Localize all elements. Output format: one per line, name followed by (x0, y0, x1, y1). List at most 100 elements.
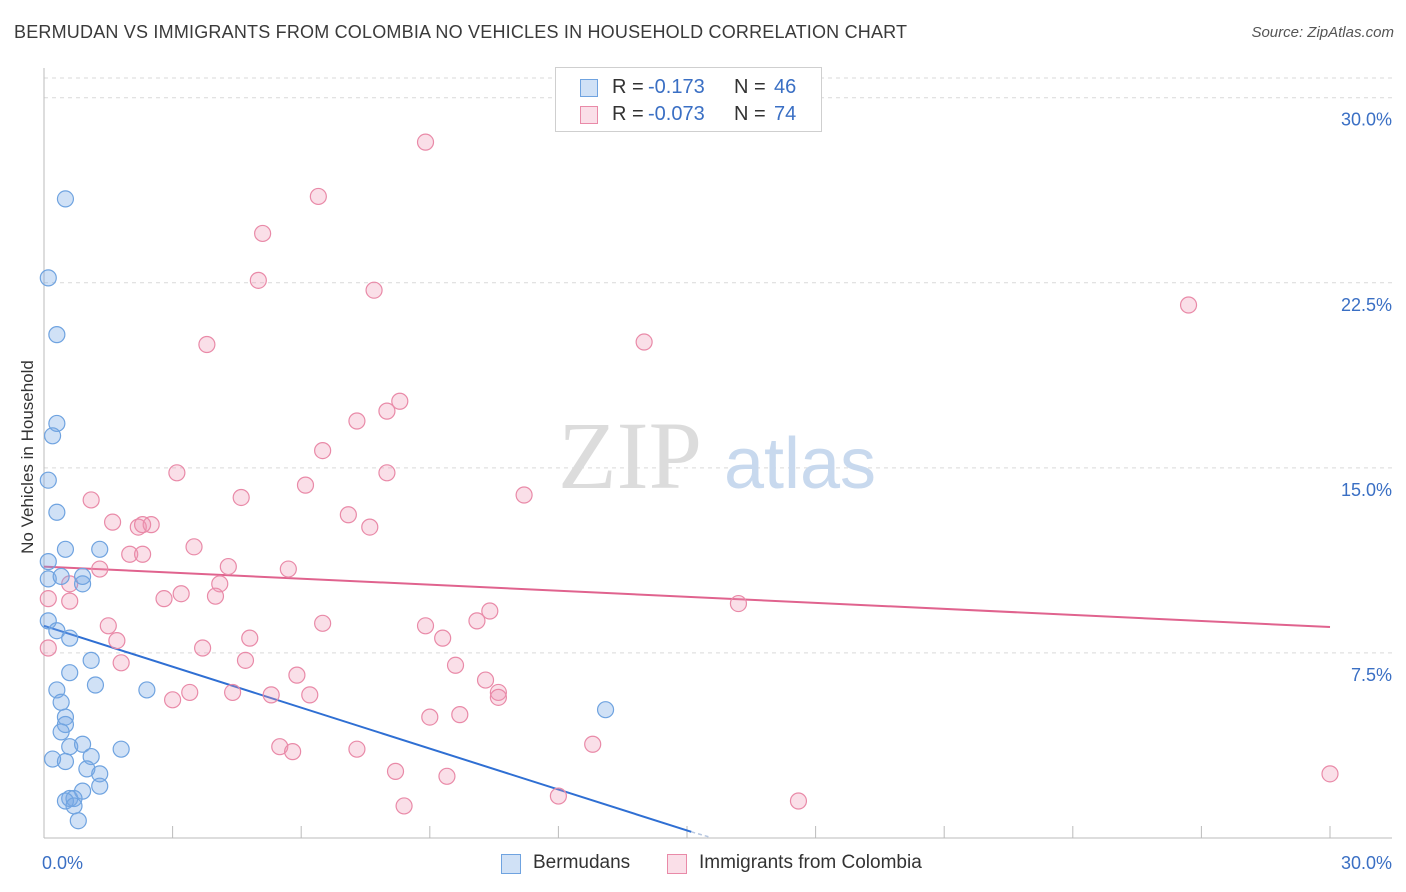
legend-r-label: R = (612, 76, 644, 98)
colombia-point (219, 557, 237, 576)
colombia-point (284, 743, 302, 761)
legend-r-value: -0.173 (648, 76, 705, 98)
watermark: ZIP atlas (558, 402, 876, 509)
series-swatch-blue (501, 854, 521, 874)
legend-n-label: N = (734, 103, 766, 125)
colombia-point (99, 617, 117, 635)
legend-swatch-pink (580, 106, 598, 124)
bermudan-point (43, 427, 62, 445)
colombia-point (288, 666, 306, 684)
colombia-point (1179, 296, 1198, 314)
colombia-point (314, 441, 332, 460)
gridlines (44, 77, 1392, 654)
bermudan-point (69, 812, 87, 830)
stats-legend: R = -0.173 N = 46 R = -0.073 N = 74 (555, 67, 822, 132)
bermudan-point (86, 676, 105, 694)
chart-title: BERMUDAN VS IMMIGRANTS FROM COLOMBIA NO … (14, 22, 908, 42)
colombia-point (476, 671, 495, 689)
colombia-point (361, 518, 379, 536)
bermudan-point (39, 570, 57, 588)
legend-r-value: -0.073 (648, 103, 705, 125)
colombia-point (515, 486, 533, 504)
bermudan-point (39, 471, 57, 489)
colombia-point (232, 488, 250, 507)
trend-line-bermudans (43, 624, 692, 833)
axes (43, 68, 1392, 839)
colombia-point (309, 187, 327, 206)
colombia-point (416, 617, 435, 635)
colombia-point (549, 787, 568, 805)
series-name: Immigrants from Colombia (699, 852, 922, 873)
colombia-point (181, 683, 199, 702)
legend-n-value: 46 (774, 76, 797, 98)
bermudan-point (56, 190, 75, 208)
colombia-point (133, 516, 152, 534)
colombia-point (194, 639, 212, 657)
colombia-point (386, 762, 405, 780)
watermark-atlas: atlas (724, 424, 876, 504)
series-name: Bermudans (533, 852, 631, 873)
colombia-point (133, 545, 152, 563)
x-tick-label: 30.0% (1341, 853, 1392, 873)
trend-line-colombia (43, 565, 1331, 629)
colombia-point (279, 560, 297, 578)
bermudan-point (61, 629, 79, 647)
colombia-point (348, 740, 366, 758)
y-tick-label: 30.0% (1341, 110, 1392, 130)
colombia-point (112, 654, 130, 672)
colombia-point (489, 683, 507, 702)
bermudan-point (52, 723, 70, 741)
colombia-point (378, 402, 396, 420)
bermudan-point (73, 567, 92, 586)
bermudan-point (78, 760, 96, 778)
legend-n-label: N = (734, 76, 766, 98)
colombia-point (348, 412, 366, 430)
colombia-point (421, 708, 439, 726)
trend-lines (43, 565, 1331, 838)
bermudan-point (39, 553, 57, 571)
bermudan-point (61, 664, 79, 682)
colombia-point (584, 735, 602, 753)
colombia-point (198, 335, 216, 354)
colombia-point (61, 592, 79, 610)
colombia-point (91, 560, 109, 578)
colombia-point (206, 587, 225, 605)
bermudan-point (48, 622, 66, 640)
colombia-point (489, 688, 507, 706)
colombia-point (635, 333, 653, 351)
source-label: Source: ZipAtlas.com (1251, 24, 1394, 41)
bermudan-point (52, 693, 70, 711)
bermudan-point (43, 750, 62, 768)
bermudan-point (112, 740, 130, 758)
bermudan-point (48, 326, 66, 344)
bermudan-point (56, 540, 75, 558)
trend-line-extension (691, 831, 709, 838)
colombia-point (451, 706, 469, 724)
bermudan-point (73, 735, 92, 753)
colombia-point (271, 738, 289, 756)
colombia-point (729, 594, 748, 613)
colombia-point (172, 585, 190, 603)
colombia-point (339, 506, 357, 524)
colombia-point (241, 629, 259, 647)
bermudan-point (65, 797, 83, 815)
colombia-point (378, 464, 396, 482)
colombia-point (121, 545, 139, 563)
colombia-point (395, 797, 413, 815)
colombia-point (236, 651, 255, 669)
colombia-point (438, 767, 456, 785)
colombia-point (365, 281, 383, 299)
bermudan-point (138, 681, 156, 699)
bermudan-point (91, 540, 109, 558)
y-tick-label: 15.0% (1341, 480, 1392, 500)
series-swatch-pink (667, 854, 687, 874)
colombia-point (296, 476, 315, 494)
colombia-point (39, 590, 57, 608)
bermudan-point (39, 269, 57, 287)
colombia-point (468, 612, 486, 630)
bermudan-point (52, 567, 70, 586)
bermudan-point (48, 503, 66, 521)
y-tick-label: 22.5% (1341, 295, 1392, 315)
colombia-point (262, 686, 280, 704)
